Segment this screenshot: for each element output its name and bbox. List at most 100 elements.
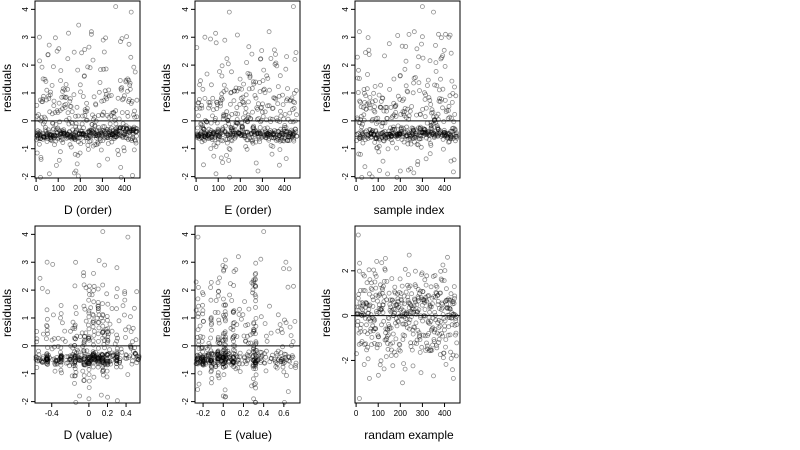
residual-point (51, 312, 56, 318)
residual-point (209, 327, 214, 333)
residual-point (115, 351, 121, 357)
residual-point (366, 100, 372, 106)
residual-point (433, 120, 439, 126)
residual-point (402, 266, 408, 272)
residual-point (103, 133, 109, 139)
residual-point (373, 129, 379, 134)
residual-point (230, 355, 236, 361)
residual-point (248, 132, 254, 138)
residual-point (440, 105, 445, 111)
residual-point (127, 314, 133, 320)
residual-point (273, 60, 279, 66)
residual-point (443, 133, 449, 139)
residual-point (79, 330, 85, 336)
residual-point (78, 141, 84, 147)
residual-point (208, 357, 214, 363)
residual-point (430, 325, 436, 331)
residual-point (441, 316, 447, 322)
residual-point (363, 341, 369, 347)
residual-point (117, 78, 123, 83)
residual-point (75, 349, 81, 355)
residual-point (392, 290, 398, 296)
residual-point (220, 359, 226, 365)
plot-frame (34, 225, 141, 404)
residual-point (45, 52, 51, 58)
residual-point (195, 131, 201, 137)
residual-point (222, 330, 228, 336)
residual-point (269, 356, 274, 362)
residual-point (431, 294, 437, 300)
residual-point (253, 160, 259, 166)
residual-point (289, 343, 294, 348)
residual-point (92, 123, 98, 129)
residual-point (280, 92, 285, 98)
residual-point (280, 102, 286, 107)
residual-point (253, 304, 258, 310)
residual-point (383, 132, 389, 138)
residual-point (233, 366, 239, 372)
residual-point (246, 44, 252, 50)
residual-point (422, 131, 428, 137)
residual-point (104, 128, 109, 134)
residual-point (122, 129, 128, 135)
residual-point (70, 135, 76, 141)
residual-point (48, 134, 53, 140)
residual-point (393, 114, 399, 119)
residual-point (231, 334, 236, 340)
residual-point (360, 307, 365, 313)
residual-point (106, 115, 112, 120)
residual-point (431, 117, 437, 122)
residual-point (250, 349, 256, 354)
residual-point (230, 127, 236, 133)
residual-point (197, 105, 203, 111)
residual-point (81, 362, 87, 368)
y-tick-label: -2 (21, 398, 30, 406)
residual-point (194, 353, 200, 359)
residual-point (215, 132, 221, 138)
residual-point (372, 271, 378, 277)
residual-point (387, 87, 393, 92)
residual-point (442, 318, 448, 324)
residual-point (209, 350, 215, 356)
residual-point (244, 130, 250, 135)
residual-point (95, 355, 101, 361)
residual-point (82, 109, 88, 114)
residual-point (368, 280, 374, 286)
residual-point (211, 129, 217, 135)
residual-point (448, 128, 454, 134)
residual-point (196, 136, 202, 142)
residual-point (208, 363, 214, 369)
residual-point (451, 313, 457, 319)
residual-point (274, 63, 280, 69)
residual-point (51, 336, 57, 342)
residual-point (197, 352, 203, 358)
residual-point (221, 89, 227, 94)
residual-point (195, 234, 201, 240)
residual-point (255, 168, 261, 174)
residual-point (108, 130, 114, 136)
residual-point (103, 94, 109, 100)
residual-point (59, 353, 65, 359)
residual-point (215, 348, 221, 354)
residual-point (133, 140, 139, 146)
residual-point (103, 326, 109, 332)
residual-point (100, 362, 106, 368)
residual-point (221, 112, 227, 117)
residual-point (395, 131, 401, 137)
residual-point (209, 357, 215, 363)
residual-point (289, 134, 295, 140)
residual-point (386, 290, 392, 296)
residual-point (378, 105, 384, 110)
residual-point (359, 133, 365, 139)
residual-point (44, 356, 50, 362)
residual-point (51, 132, 56, 138)
residual-point (259, 350, 265, 355)
residual-point (274, 132, 280, 138)
residual-point (362, 137, 368, 143)
residual-point (396, 133, 401, 139)
residual-point (37, 129, 43, 135)
residual-point (211, 131, 217, 136)
residual-point (99, 315, 104, 321)
residual-point (50, 261, 56, 267)
residual-point (98, 138, 103, 144)
